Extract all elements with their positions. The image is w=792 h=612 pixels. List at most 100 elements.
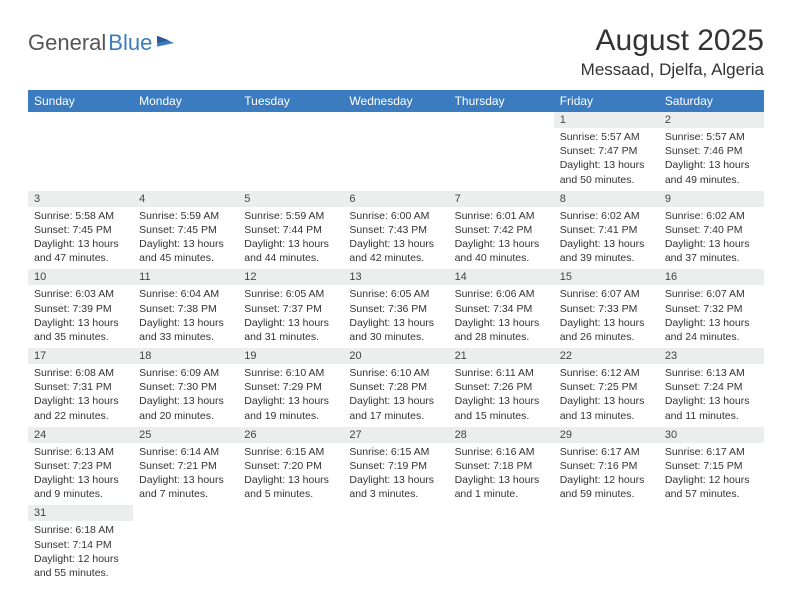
day-cell: 12Sunrise: 6:05 AMSunset: 7:37 PMDayligh… — [238, 269, 343, 348]
day-cell: 14 Sunrise: 6:06 AMSunset: 7:34 PMDayligh… — [449, 269, 554, 348]
day-cell: 28Sunrise: 6:16 AMSunset: 7:18 PMDayligh… — [449, 427, 554, 506]
day-number: 11 — [133, 269, 238, 285]
daylight-line: Daylight: 12 hours and 57 minutes. — [665, 473, 758, 501]
day-cell: 23Sunrise: 6:13 AMSunset: 7:24 PMDayligh… — [659, 348, 764, 427]
sunrise-line: Sunrise: 6:15 AM — [244, 445, 337, 459]
day-cell: 3Sunrise: 5:58 AMSunset: 7:45 PMDaylight… — [28, 191, 133, 270]
day-details: Sunrise: 6:09 AMSunset: 7:30 PMDaylight:… — [133, 364, 238, 427]
day-details: Sunrise: 6:17 AMSunset: 7:15 PMDaylight:… — [659, 443, 764, 506]
day-details: Sunrise: 6:14 AMSunset: 7:21 PMDaylight:… — [133, 443, 238, 506]
day-details: Sunrise: 6:11 AMSunset: 7:26 PMDaylight:… — [449, 364, 554, 427]
sunset-line: Sunset: 7:46 PM — [665, 144, 758, 158]
sunset-line: Sunset: 7:40 PM — [665, 223, 758, 237]
day-number: 1 — [554, 112, 659, 128]
weekday-header: Thursday — [449, 90, 554, 112]
sunrise-line: Sunrise: 6:07 AM — [560, 287, 653, 301]
daylight-line: Daylight: 13 hours and 24 minutes. — [665, 316, 758, 344]
sunrise-line: Sunrise: 6:07 AM — [665, 287, 758, 301]
location-text: Messaad, Djelfa, Algeria — [581, 60, 764, 80]
day-details: Sunrise: 6:08 AMSunset: 7:31 PMDaylight:… — [28, 364, 133, 427]
sunrise-line: Sunrise: 6:02 AM — [560, 209, 653, 223]
day-cell: 1Sunrise: 5:57 AMSunset: 7:47 PMDaylight… — [554, 112, 659, 191]
sunrise-line: Sunrise: 5:57 AM — [560, 130, 653, 144]
day-details: Sunrise: 6:15 AMSunset: 7:19 PMDaylight:… — [343, 443, 448, 506]
sunrise-line: Sunrise: 6:01 AM — [455, 209, 548, 223]
day-number: 7 — [449, 191, 554, 207]
daylight-line: Daylight: 13 hours and 49 minutes. — [665, 158, 758, 186]
day-cell: 20Sunrise: 6:10 AMSunset: 7:28 PMDayligh… — [343, 348, 448, 427]
sunset-line: Sunset: 7:32 PM — [665, 302, 758, 316]
daylight-line: Daylight: 13 hours and 28 minutes. — [455, 316, 548, 344]
title-block: August 2025 Messaad, Djelfa, Algeria — [581, 24, 764, 80]
day-number: 17 — [28, 348, 133, 364]
sunset-line: Sunset: 7:33 PM — [560, 302, 653, 316]
day-details: Sunrise: 6:00 AMSunset: 7:43 PMDaylight:… — [343, 207, 448, 270]
sunset-line: Sunset: 7:36 PM — [349, 302, 442, 316]
empty-cell — [238, 505, 343, 584]
page-title: August 2025 — [581, 24, 764, 58]
daylight-line: Daylight: 13 hours and 42 minutes. — [349, 237, 442, 265]
day-details: Sunrise: 6:16 AMSunset: 7:18 PMDaylight:… — [449, 443, 554, 506]
sunset-line: Sunset: 7:16 PM — [560, 459, 653, 473]
day-cell: 7Sunrise: 6:01 AMSunset: 7:42 PMDaylight… — [449, 191, 554, 270]
sunrise-line: Sunrise: 6:16 AM — [455, 445, 548, 459]
day-number: 24 — [28, 427, 133, 443]
flag-icon — [156, 34, 178, 52]
day-cell: 25Sunrise: 6:14 AMSunset: 7:21 PMDayligh… — [133, 427, 238, 506]
sunrise-line: Sunrise: 5:58 AM — [34, 209, 127, 223]
sunset-line: Sunset: 7:18 PM — [455, 459, 548, 473]
day-cell: 16 Sunrise: 6:07 AMSunset: 7:32 PMDayligh… — [659, 269, 764, 348]
day-number: 16 — [659, 269, 764, 285]
day-number: 14 — [449, 269, 554, 285]
day-details: Sunrise: 6:02 AMSunset: 7:40 PMDaylight:… — [659, 207, 764, 270]
sunrise-line: Sunrise: 6:10 AM — [244, 366, 337, 380]
sunset-line: Sunset: 7:38 PM — [139, 302, 232, 316]
sunrise-line: Sunrise: 6:03 AM — [34, 287, 127, 301]
empty-cell — [343, 112, 448, 191]
sunset-line: Sunset: 7:20 PM — [244, 459, 337, 473]
day-cell: 8Sunrise: 6:02 AMSunset: 7:41 PMDaylight… — [554, 191, 659, 270]
day-number: 18 — [133, 348, 238, 364]
day-details: Sunrise: 6:10 AMSunset: 7:28 PMDaylight:… — [343, 364, 448, 427]
daylight-line: Daylight: 13 hours and 40 minutes. — [455, 237, 548, 265]
day-details: Sunrise: 6:12 AMSunset: 7:25 PMDaylight:… — [554, 364, 659, 427]
sunrise-line: Sunrise: 6:06 AM — [455, 287, 548, 301]
daylight-line: Daylight: 13 hours and 7 minutes. — [139, 473, 232, 501]
day-cell: 2Sunrise: 5:57 AMSunset: 7:46 PMDaylight… — [659, 112, 764, 191]
day-number: 15 — [554, 269, 659, 285]
weekday-header-row: SundayMondayTuesdayWednesdayThursdayFrid… — [28, 90, 764, 112]
day-number: 19 — [238, 348, 343, 364]
calendar-row: 31Sunrise: 6:18 AMSunset: 7:14 PMDayligh… — [28, 505, 764, 584]
sunset-line: Sunset: 7:34 PM — [455, 302, 548, 316]
day-details: Sunrise: 6:02 AMSunset: 7:41 PMDaylight:… — [554, 207, 659, 270]
day-details: Sunrise: 6:05 AMSunset: 7:37 PMDaylight:… — [238, 285, 343, 348]
day-cell: 6Sunrise: 6:00 AMSunset: 7:43 PMDaylight… — [343, 191, 448, 270]
sunrise-line: Sunrise: 6:12 AM — [560, 366, 653, 380]
sunrise-line: Sunrise: 6:17 AM — [665, 445, 758, 459]
empty-cell — [659, 505, 764, 584]
day-cell: 17Sunrise: 6:08 AMSunset: 7:31 PMDayligh… — [28, 348, 133, 427]
logo-text-blue: Blue — [108, 30, 152, 56]
daylight-line: Daylight: 13 hours and 37 minutes. — [665, 237, 758, 265]
day-cell: 18Sunrise: 6:09 AMSunset: 7:30 PMDayligh… — [133, 348, 238, 427]
day-number: 28 — [449, 427, 554, 443]
sunrise-line: Sunrise: 6:04 AM — [139, 287, 232, 301]
day-cell: 29Sunrise: 6:17 AMSunset: 7:16 PMDayligh… — [554, 427, 659, 506]
day-details: Sunrise: 6:17 AMSunset: 7:16 PMDaylight:… — [554, 443, 659, 506]
sunset-line: Sunset: 7:19 PM — [349, 459, 442, 473]
sunrise-line: Sunrise: 6:15 AM — [349, 445, 442, 459]
weekday-header: Saturday — [659, 90, 764, 112]
calendar-table: SundayMondayTuesdayWednesdayThursdayFrid… — [28, 90, 764, 584]
weekday-header: Monday — [133, 90, 238, 112]
sunset-line: Sunset: 7:21 PM — [139, 459, 232, 473]
day-cell: 10Sunrise: 6:03 AMSunset: 7:39 PMDayligh… — [28, 269, 133, 348]
day-cell: 31Sunrise: 6:18 AMSunset: 7:14 PMDayligh… — [28, 505, 133, 584]
header: GeneralBlue August 2025 Messaad, Djelfa,… — [28, 24, 764, 80]
day-number: 2 — [659, 112, 764, 128]
daylight-line: Daylight: 13 hours and 1 minute. — [455, 473, 548, 501]
logo: GeneralBlue — [28, 30, 178, 56]
daylight-line: Daylight: 13 hours and 50 minutes. — [560, 158, 653, 186]
day-details: Sunrise: 6:13 AMSunset: 7:24 PMDaylight:… — [659, 364, 764, 427]
weekday-header: Friday — [554, 90, 659, 112]
daylight-line: Daylight: 13 hours and 47 minutes. — [34, 237, 127, 265]
